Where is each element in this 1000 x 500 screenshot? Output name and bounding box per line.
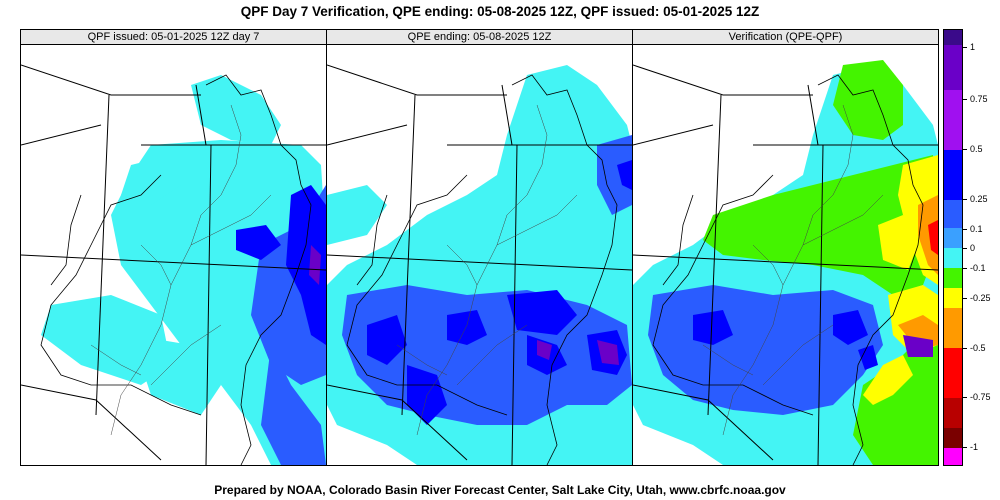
color-legend — [943, 29, 963, 466]
legend-tick — [963, 199, 967, 200]
legend-tick — [963, 447, 967, 448]
precip-field — [41, 75, 326, 465]
legend-label: -0.25 — [970, 293, 991, 303]
legend-swatch — [944, 200, 962, 228]
verification-panel: Verification (QPE-QPF) — [632, 29, 939, 466]
credit-footer: Prepared by NOAA, Colorado Basin River F… — [214, 483, 786, 497]
state-boundaries — [21, 64, 326, 465]
legend-tick — [963, 248, 967, 249]
rivers — [90, 104, 272, 436]
legend-tick — [963, 229, 967, 230]
legend-swatch — [944, 308, 962, 348]
legend-label: -1 — [970, 442, 979, 452]
legend-label: 0 — [970, 243, 976, 253]
qpf-map — [21, 64, 326, 465]
legend-tick — [963, 268, 967, 269]
state-boundaries — [633, 64, 938, 465]
difference-field — [633, 60, 938, 465]
qpe-panel: QPE ending: 05-08-2025 12Z — [326, 29, 633, 466]
legend-tick — [963, 149, 967, 150]
basin-boundary — [346, 74, 618, 465]
legend-swatch — [944, 248, 962, 268]
legend-tick — [963, 397, 967, 398]
basin-boundary — [652, 74, 924, 465]
rivers — [396, 104, 578, 436]
legend-swatch — [944, 288, 962, 308]
verification-panel-header: Verification (QPE-QPF) — [633, 30, 938, 45]
qpf-panel: QPF issued: 05-01-2025 12Z day 7 — [20, 29, 327, 466]
legend-label: 0.25 — [970, 194, 988, 204]
legend-tick — [963, 47, 967, 48]
legend-swatch — [944, 398, 962, 428]
legend-tick — [963, 99, 967, 100]
legend-swatch — [944, 448, 962, 465]
legend-swatch — [944, 348, 962, 398]
legend-label: -0.75 — [970, 392, 991, 402]
qpe-map — [327, 64, 632, 465]
qpf-panel-header: QPF issued: 05-01-2025 12Z day 7 — [21, 30, 326, 45]
legend-swatch — [944, 30, 962, 45]
state-boundaries — [327, 64, 632, 465]
legend-tick — [963, 298, 967, 299]
qpe-panel-header: QPE ending: 05-08-2025 12Z — [327, 30, 632, 45]
legend-label: -0.5 — [970, 343, 986, 353]
legend-swatch — [944, 428, 962, 448]
legend-label: -0.1 — [970, 263, 986, 273]
legend-label: 1 — [970, 42, 976, 52]
precip-field — [327, 65, 632, 465]
legend-swatch — [944, 90, 962, 150]
legend-label: 0.5 — [970, 144, 983, 154]
basin-boundary — [40, 74, 312, 465]
legend-swatch — [944, 45, 962, 90]
verification-map — [633, 60, 938, 465]
legend-swatch — [944, 268, 962, 288]
legend-label: 0.1 — [970, 224, 983, 234]
legend-label: 0.75 — [970, 94, 988, 104]
legend-swatch — [944, 228, 962, 248]
legend-swatch — [944, 150, 962, 200]
page-title: QPF Day 7 Verification, QPE ending: 05-0… — [240, 4, 760, 19]
rivers — [702, 104, 884, 436]
legend-tick — [963, 348, 967, 349]
